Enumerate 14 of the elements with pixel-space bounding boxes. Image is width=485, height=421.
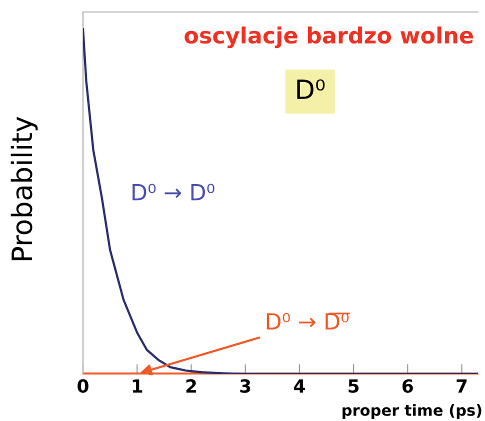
x-tick-label: 3 xyxy=(240,379,250,393)
annotation: D⁰ xyxy=(297,79,325,99)
x-tick-label: 0 xyxy=(78,379,88,393)
x-tick-label: 1 xyxy=(132,379,142,393)
x-tick-label: 7 xyxy=(456,379,467,393)
x-tick-label: 4 xyxy=(294,379,305,393)
x-tick-label: 2 xyxy=(186,379,196,393)
x-tick-label: 5 xyxy=(348,379,359,393)
chart-title: oscylacje bardzo wolne xyxy=(184,26,473,48)
x-axis-title: proper time (ps) xyxy=(342,404,482,419)
series-label: D⁰ → D⁰ xyxy=(132,184,214,200)
y-axis-title: Probability xyxy=(10,116,38,260)
x-tick-label: 6 xyxy=(402,379,413,393)
text: D⁰ → D̅⁰̅ xyxy=(266,312,350,330)
